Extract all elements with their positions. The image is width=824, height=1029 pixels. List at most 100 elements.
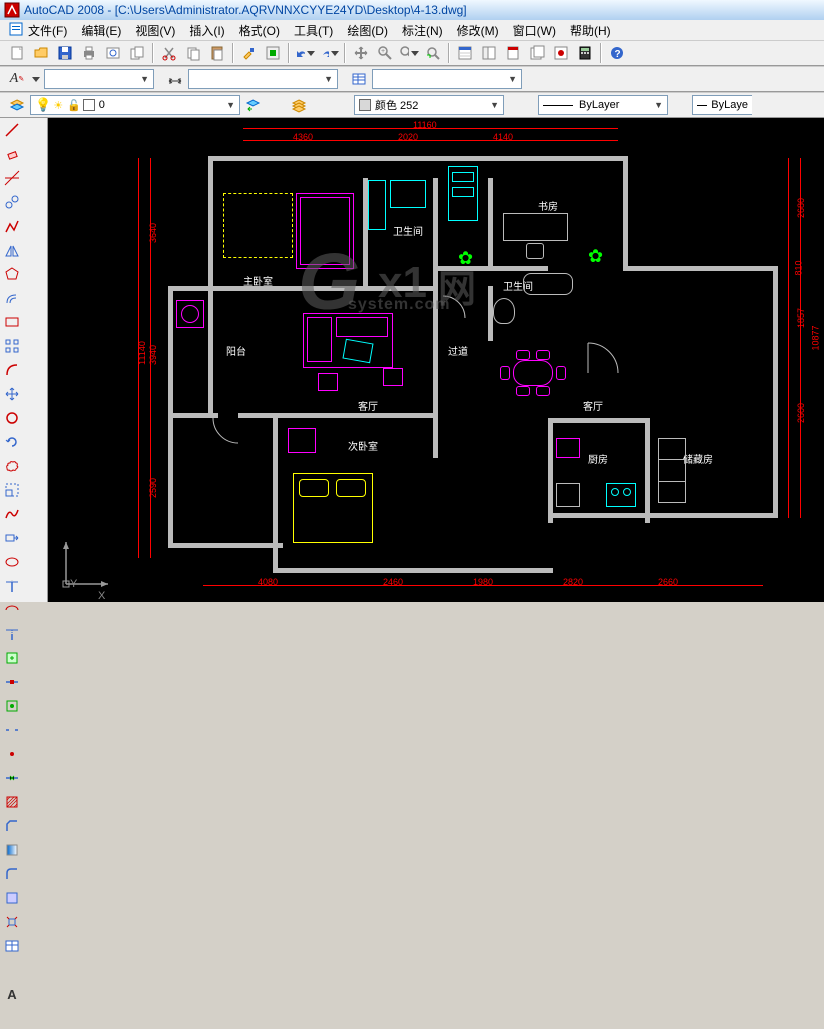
extend-tool[interactable] xyxy=(1,623,23,645)
menu-format[interactable]: 格式(O) xyxy=(235,20,284,41)
dim-style-button[interactable] xyxy=(164,68,186,90)
zoom-realtime-button[interactable]: + xyxy=(374,42,396,64)
main-area: A 11160 4360 2020 4140 11140 3640 3940 2… xyxy=(0,118,824,602)
kitchen-sink xyxy=(556,438,580,458)
separator xyxy=(288,43,290,63)
xline-tool[interactable] xyxy=(1,167,23,189)
match-props-button[interactable] xyxy=(238,42,260,64)
undo-button[interactable] xyxy=(294,42,316,64)
linetype-value: ByLayer xyxy=(579,99,619,111)
arc-tool[interactable] xyxy=(1,359,23,381)
stretch-tool[interactable] xyxy=(1,527,23,549)
plot-preview-button[interactable] xyxy=(102,42,124,64)
break-point-tool[interactable] xyxy=(1,671,23,693)
ellipse-tool[interactable] xyxy=(1,551,23,573)
sheet-set-button[interactable] xyxy=(526,42,548,64)
hatch-tool[interactable] xyxy=(1,791,23,813)
menu-insert[interactable]: 插入(I) xyxy=(185,20,228,41)
markup-button[interactable] xyxy=(550,42,572,64)
menu-dimension[interactable]: 标注(N) xyxy=(398,20,447,41)
cut-button[interactable] xyxy=(158,42,180,64)
mirror-tool[interactable] xyxy=(1,239,23,261)
rotate-tool[interactable] xyxy=(1,431,23,453)
pan-button[interactable] xyxy=(350,42,372,64)
dim-line xyxy=(150,158,151,558)
save-button[interactable] xyxy=(54,42,76,64)
region-tool[interactable] xyxy=(1,887,23,909)
menu-window[interactable]: 窗口(W) xyxy=(509,20,560,41)
chamfer-tool[interactable] xyxy=(1,815,23,837)
zoom-previous-button[interactable] xyxy=(422,42,444,64)
drawing-canvas[interactable]: 11160 4360 2020 4140 11140 3640 3940 259… xyxy=(48,118,824,602)
linetype-dropdown[interactable]: ByLayer ▼ xyxy=(538,95,668,115)
offset-tool[interactable] xyxy=(1,287,23,309)
block-editor-button[interactable] xyxy=(262,42,284,64)
copy-tool[interactable] xyxy=(1,191,23,213)
design-center-button[interactable] xyxy=(478,42,500,64)
menu-help[interactable]: 帮助(H) xyxy=(566,20,615,41)
ucs-icon xyxy=(58,537,113,592)
line-tool[interactable] xyxy=(1,119,23,141)
copy-button[interactable] xyxy=(182,42,204,64)
layer-manager-button[interactable] xyxy=(6,94,28,116)
table-style-button[interactable] xyxy=(348,68,370,90)
text-style-button[interactable]: A✎ xyxy=(6,68,28,90)
circle-tool[interactable] xyxy=(1,407,23,429)
washer xyxy=(176,300,204,328)
erase-tool[interactable] xyxy=(1,143,23,165)
fillet-tool[interactable] xyxy=(1,863,23,885)
dim-style-dropdown[interactable]: ▼ xyxy=(188,69,338,89)
scale-tool[interactable] xyxy=(1,479,23,501)
calculator-button[interactable] xyxy=(574,42,596,64)
tool-palettes-button[interactable] xyxy=(502,42,524,64)
menu-draw[interactable]: 绘图(D) xyxy=(343,20,392,41)
table-tool[interactable] xyxy=(1,935,23,957)
wall xyxy=(645,418,650,523)
zoom-window-button[interactable] xyxy=(398,42,420,64)
join-tool[interactable] xyxy=(1,767,23,789)
revcloud-tool[interactable] xyxy=(1,455,23,477)
point-tool[interactable] xyxy=(1,743,23,765)
make-block-tool[interactable] xyxy=(1,695,23,717)
lineweight-dropdown[interactable]: ByLaye xyxy=(692,95,752,115)
array-tool[interactable] xyxy=(1,335,23,357)
mtext-tool[interactable]: A xyxy=(1,983,23,1005)
ellipse-arc-tool[interactable] xyxy=(1,599,23,621)
table-style-dropdown[interactable]: ▼ xyxy=(372,69,522,89)
publish-button[interactable] xyxy=(126,42,148,64)
dropdown-icon[interactable] xyxy=(32,77,40,82)
break-tool[interactable] xyxy=(1,719,23,741)
insert-block-tool[interactable] xyxy=(1,647,23,669)
menu-view[interactable]: 视图(V) xyxy=(131,20,179,41)
room-bath1: 卫生间 xyxy=(393,223,423,238)
app-icon xyxy=(4,2,20,18)
gradient-tool[interactable] xyxy=(1,839,23,861)
color-dropdown[interactable]: 颜色 252 ▼ xyxy=(354,95,504,115)
layer-states-button[interactable] xyxy=(288,94,310,116)
wall xyxy=(548,513,778,518)
text-style-dropdown[interactable]: ▼ xyxy=(44,69,154,89)
print-button[interactable] xyxy=(78,42,100,64)
properties-button[interactable] xyxy=(454,42,476,64)
paste-button[interactable] xyxy=(206,42,228,64)
rectangle-tool[interactable] xyxy=(1,311,23,333)
polyline-tool[interactable] xyxy=(1,215,23,237)
room-secondary: 次卧室 xyxy=(348,438,378,453)
explode-tool[interactable] xyxy=(1,911,23,933)
menu-edit[interactable]: 编辑(E) xyxy=(77,20,125,41)
spline-tool[interactable] xyxy=(1,503,23,525)
move-tool[interactable] xyxy=(1,383,23,405)
menu-tools[interactable]: 工具(T) xyxy=(290,20,337,41)
help-button[interactable]: ? xyxy=(606,42,628,64)
plant-2: ✿ xyxy=(588,246,603,267)
layer-prev-button[interactable] xyxy=(242,94,264,116)
menu-modify[interactable]: 修改(M) xyxy=(453,20,503,41)
trim-tool[interactable] xyxy=(1,575,23,597)
new-button[interactable] xyxy=(6,42,28,64)
layer-dropdown[interactable]: 💡 ☀ 🔓 0 ▼ xyxy=(30,95,240,115)
open-button[interactable] xyxy=(30,42,52,64)
polygon-tool[interactable] xyxy=(1,263,23,285)
menu-file[interactable]: 文件(F) xyxy=(24,20,71,41)
redo-button[interactable] xyxy=(318,42,340,64)
dim-line xyxy=(138,158,139,558)
